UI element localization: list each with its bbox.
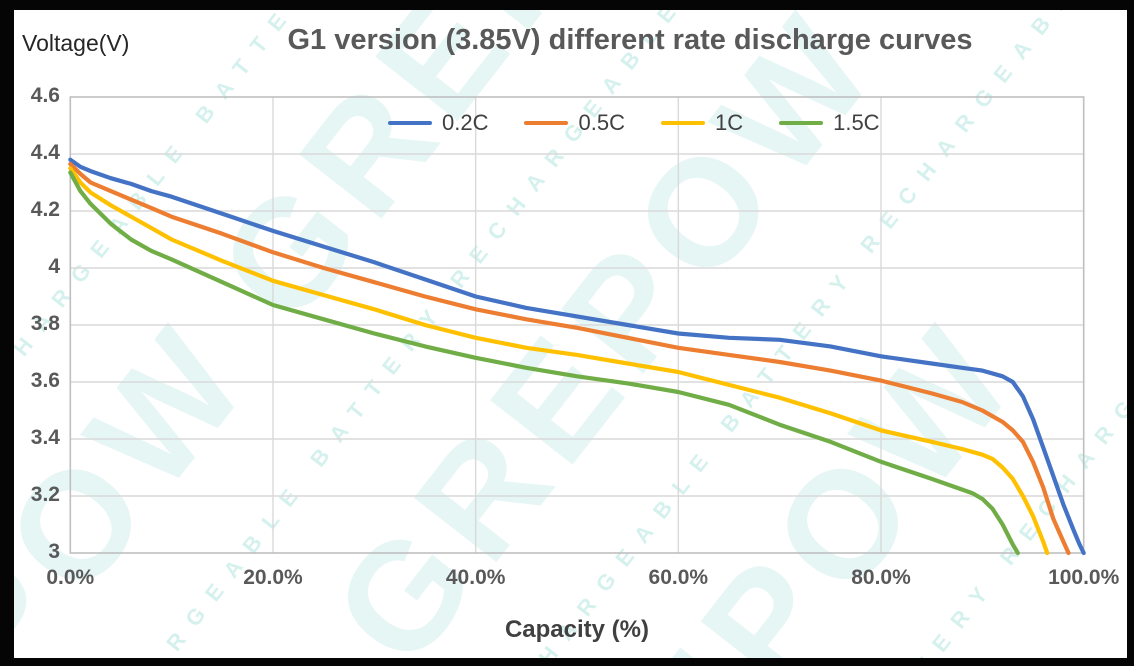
y-tick-label: 4.4 [30,141,60,164]
x-tick-label: 0.0% [46,566,95,589]
x-tick-label: 100.0% [1048,566,1120,589]
legend-swatch [779,121,824,125]
plot-border [69,96,1085,554]
frame-top [0,0,1134,10]
frame-left [0,0,14,666]
x-tick-label: 60.0% [648,566,709,589]
y-axis-title: Voltage(V) [22,30,130,56]
frame-right [1127,0,1134,666]
legend-item-1C: 1C [660,110,744,136]
legend-label: 1C [714,110,744,135]
series-line-1.5C [68,170,1020,556]
legend-item-0.2C: 0.2C [388,110,488,136]
legend-item-0.5C: 0.5C [524,110,625,136]
legend-label: 0.2C [442,110,489,135]
y-tick-label: 3.2 [30,483,60,506]
y-tick-label: 3.4 [30,426,60,449]
frame-bottom [0,658,1134,666]
x-tick-label: 80.0% [851,566,911,589]
legend: 0.2C 0.5C 1C 1.5C [388,110,880,136]
chart-title: G1 version (3.85V) different rate discha… [287,24,973,56]
y-tick-label: 3.6 [30,369,60,392]
legend-swatch [660,121,705,125]
legend-swatch [524,121,569,125]
y-tick-label: 3 [48,540,60,563]
x-tick-label: 40.0% [445,566,506,589]
legend-item-1.5C: 1.5C [779,110,880,136]
y-tick-label: 3.8 [30,312,60,335]
legend-swatch [388,121,432,125]
x-axis-title: Capacity (%) [504,616,650,643]
y-tick-label: 4.2 [30,198,60,221]
y-tick-label: 4.6 [30,84,60,107]
legend-label: 1.5C [833,110,880,135]
y-tick-label: 4 [48,255,60,278]
series-line-0.2C [68,157,1086,556]
series-line-0.5C [68,161,1071,556]
x-tick-label: 20.0% [243,566,303,589]
legend-label: 0.5C [578,110,625,135]
series-line-1C [68,166,1050,556]
